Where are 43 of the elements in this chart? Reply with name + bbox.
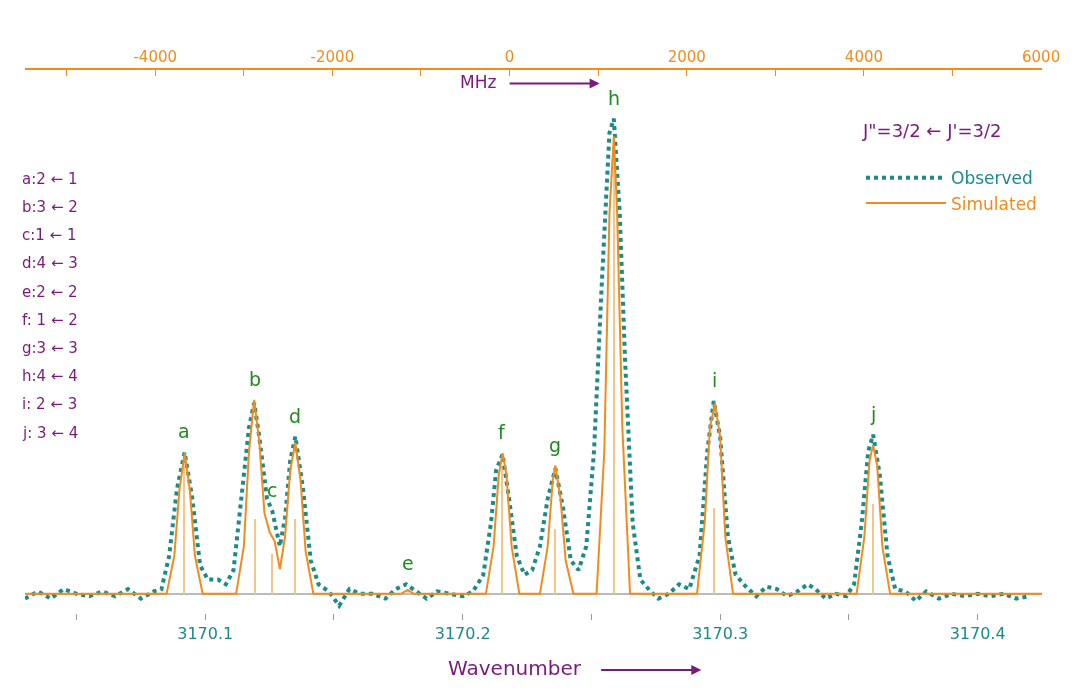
legend-label: Observed — [951, 168, 1033, 189]
annotation: e:2 ← 2 — [22, 283, 78, 301]
x2-tick-label: -4000 — [133, 48, 178, 66]
bar — [713, 508, 715, 594]
annotation: f: 1 ← 2 — [22, 311, 78, 329]
annotation: a:2 ← 1 — [22, 170, 78, 188]
annotation: j: 3 ← 4 — [22, 424, 79, 442]
x2-tick-label: -2000 — [310, 48, 355, 66]
annotation: e — [402, 552, 414, 574]
x-axis-title: Wavenumber — [448, 656, 582, 680]
bar — [271, 554, 273, 594]
annotation: a — [178, 420, 190, 442]
x-tick-label: 3170.4 — [949, 624, 1006, 644]
annotation: c — [267, 479, 278, 501]
x2-tick-label: 0 — [504, 48, 515, 66]
bar — [554, 529, 556, 594]
bar — [254, 519, 256, 594]
annotation: j — [870, 403, 877, 425]
x2-tick-label: 4000 — [844, 48, 884, 66]
annotation: b — [249, 368, 262, 390]
annotation: i: 2 ← 3 — [22, 395, 78, 413]
bar — [872, 504, 874, 594]
legend-label: Simulated — [951, 193, 1037, 214]
annotation: g:3 ← 3 — [22, 339, 78, 357]
annotation: b:3 ← 2 — [22, 198, 78, 216]
x-tick-label: 3170.1 — [177, 624, 234, 644]
x2-tick-label: 6000 — [1022, 48, 1061, 66]
annotation: c:1 ← 1 — [22, 226, 77, 244]
x-tick-label: 3170.3 — [692, 624, 749, 644]
annotation: g — [549, 434, 562, 456]
legend-title: J"=3/2 ← J'=3/2 — [862, 119, 1002, 141]
annotation: d:4 ← 3 — [22, 254, 78, 272]
annotation: h — [608, 87, 621, 109]
bar — [183, 466, 185, 594]
annotation: i — [712, 369, 718, 391]
bar — [294, 519, 296, 594]
x2-axis-title: MHz — [460, 72, 497, 92]
annotation: h:4 ← 4 — [22, 367, 78, 385]
bar — [501, 466, 503, 594]
annotation: f — [498, 421, 506, 443]
x2-tick-label: 2000 — [667, 48, 706, 66]
annotation: d — [289, 405, 302, 427]
x-tick-label: 3170.2 — [434, 624, 491, 644]
